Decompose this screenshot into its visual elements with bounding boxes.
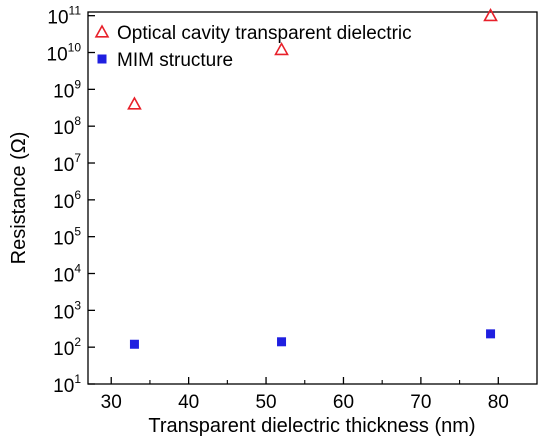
y-axis-title: Resistance (Ω) [8, 132, 30, 265]
y-tick-label: 109 [53, 77, 81, 102]
x-tick-label: 70 [410, 392, 431, 413]
y-tick-label: 106 [53, 188, 81, 213]
y-tick-label: 1010 [47, 41, 82, 66]
y-tick-label: 105 [53, 225, 81, 250]
y-tick-label: 102 [53, 335, 81, 360]
x-tick-label: 80 [488, 392, 509, 413]
y-tick-label: 101 [53, 372, 81, 397]
x-tick-label: 40 [178, 392, 199, 413]
legend-label: MIM structure [117, 50, 233, 71]
triangle-point [483, 8, 498, 22]
y-tick-label: 1011 [47, 4, 81, 29]
square-point [129, 339, 139, 349]
y-tick-label: 108 [53, 114, 81, 139]
x-axis-ticks: 30 40 50 60 70 80 [101, 377, 509, 413]
y-tick-label: 103 [53, 298, 81, 323]
data-points [127, 8, 498, 349]
square-point [277, 337, 287, 347]
x-tick-label: 50 [255, 392, 276, 413]
triangle-point [274, 41, 289, 56]
x-tick-label: 30 [101, 392, 122, 413]
legend-square-marker [97, 54, 107, 64]
x-axis-title: Transparent dielectric thickness (nm) [148, 415, 475, 437]
plot-area-frame [87, 11, 538, 385]
y-axis-ticks: 101 102 103 104 105 106 107 108 109 1010 1011 [47, 4, 95, 397]
legend-triangle-marker [94, 24, 110, 38]
x-tick-label: 60 [333, 392, 354, 413]
y-tick-label: 104 [53, 262, 81, 287]
y-tick-label: 107 [53, 151, 81, 176]
square-point [486, 329, 496, 339]
legend: Optical cavity transparent dielectric MIM… [94, 23, 412, 71]
legend-label: Optical cavity transparent dielectric [117, 23, 412, 44]
triangle-point [127, 96, 142, 110]
